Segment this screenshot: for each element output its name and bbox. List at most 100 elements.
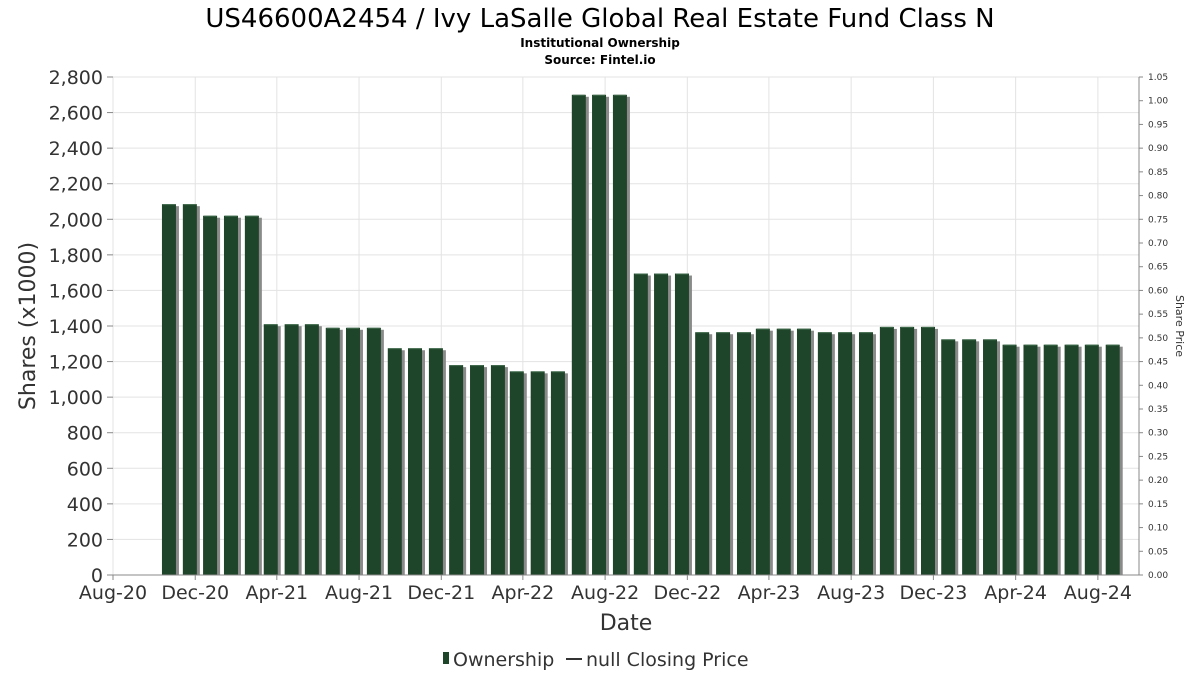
y2-axis-label: Share Price	[1173, 295, 1186, 357]
bar	[1105, 344, 1120, 575]
bar	[304, 324, 319, 575]
bar	[509, 371, 524, 575]
bar	[1023, 344, 1038, 575]
y-tick-label: 400	[67, 494, 103, 516]
chart-title: US46600A2454 / Ivy LaSalle Global Real E…	[205, 4, 994, 34]
bar	[428, 348, 443, 575]
chart-source: Source: Fintel.io	[544, 53, 655, 67]
bar	[449, 365, 464, 575]
bar	[470, 365, 485, 575]
bar	[530, 371, 545, 575]
bar	[284, 324, 299, 575]
bar	[817, 332, 832, 575]
x-tick-label: Apr-24	[984, 582, 1047, 604]
bar	[941, 339, 956, 575]
legend-closing-price-label: null Closing Price	[586, 649, 749, 671]
bar	[592, 94, 607, 576]
y-axis-label: Shares (x1000)	[16, 242, 41, 410]
bars	[161, 94, 1123, 576]
y-tick-label: 800	[67, 423, 103, 445]
bar	[838, 332, 853, 575]
y-tick-label: 1,000	[49, 387, 103, 409]
y2-tick-label: 1.05	[1148, 73, 1168, 83]
bar	[203, 215, 218, 575]
bar	[962, 339, 977, 575]
bar	[674, 273, 689, 575]
bar	[263, 324, 278, 575]
y-tick-label: 2,400	[49, 138, 103, 160]
bar	[550, 371, 565, 575]
bar	[776, 328, 791, 575]
bar	[182, 204, 197, 576]
y2-tick-label: 0.00	[1148, 571, 1168, 581]
y2-tick-label: 0.10	[1148, 524, 1168, 534]
y-axis: 0 200 400 600 800 1,000 1,200 1,400 1,600 1,800 2,…	[49, 67, 113, 587]
y2-tick-label: 0.05	[1148, 547, 1168, 557]
bar	[325, 327, 340, 575]
x-tick-label: Dec-23	[899, 582, 967, 604]
bar	[900, 326, 915, 575]
y2-tick-label: 0.80	[1148, 192, 1168, 202]
bar	[654, 273, 669, 575]
y2-tick-label: 0.85	[1148, 168, 1168, 178]
y2-tick-label: 0.15	[1148, 500, 1168, 510]
x-axis-label: Date	[600, 611, 653, 636]
bar	[612, 94, 627, 576]
bar	[571, 94, 586, 576]
bar	[921, 326, 936, 575]
x-axis: Aug-20 Dec-20 Apr-21 Aug-21 Dec-21 Apr-22 Aug-…	[79, 575, 1132, 604]
bar	[736, 332, 751, 575]
legend: Ownership null Closing Price	[443, 649, 749, 671]
x-tick-label: Dec-22	[653, 582, 721, 604]
y2-tick-label: 0.90	[1148, 144, 1168, 154]
y2-tick-label: 0.70	[1148, 239, 1168, 249]
bar	[796, 328, 811, 575]
x-tick-label: Aug-20	[79, 582, 147, 604]
y2-tick-label: 1.00	[1148, 97, 1168, 107]
bar	[490, 365, 505, 575]
y2-tick-label: 0.50	[1148, 334, 1168, 344]
y2-tick-label: 0.45	[1148, 358, 1168, 368]
y2-tick-label: 0.75	[1148, 215, 1168, 225]
bar	[858, 332, 873, 575]
bar	[983, 339, 998, 575]
y2-tick-label: 0.65	[1148, 263, 1168, 273]
bar	[345, 327, 360, 575]
y2-tick-label: 0.55	[1148, 310, 1168, 320]
bar	[695, 332, 710, 575]
y-tick-label: 1,600	[49, 280, 103, 302]
y-tick-label: 2,600	[49, 103, 103, 125]
y-tick-label: 600	[67, 458, 103, 480]
y-tick-label: 0	[91, 565, 103, 587]
x-tick-label: Aug-21	[325, 582, 393, 604]
x-tick-label: Apr-23	[738, 582, 801, 604]
bar	[244, 215, 259, 575]
bar	[633, 273, 648, 575]
bar	[366, 327, 381, 575]
bar	[716, 332, 731, 575]
bar	[408, 348, 423, 575]
y2-tick-label: 0.30	[1148, 429, 1168, 439]
bar	[223, 215, 238, 575]
x-tick-label: Aug-22	[571, 582, 639, 604]
y2-tick-label: 0.60	[1148, 286, 1168, 296]
y-tick-label: 200	[67, 529, 103, 551]
y-tick-label: 2,000	[49, 209, 103, 231]
bar	[755, 328, 770, 575]
bar	[161, 204, 176, 576]
x-tick-label: Apr-22	[492, 582, 555, 604]
bar	[879, 326, 894, 575]
y2-tick-label: 0.40	[1148, 381, 1168, 391]
y2-tick-label: 0.95	[1148, 120, 1168, 130]
bar	[387, 348, 402, 575]
y-tick-label: 1,800	[49, 245, 103, 267]
bar	[1064, 344, 1079, 575]
y-tick-label: 2,800	[49, 67, 103, 89]
y-tick-label: 2,200	[49, 174, 103, 196]
bar	[1002, 344, 1017, 575]
x-tick-label: Dec-20	[161, 582, 229, 604]
y-tick-label: 1,400	[49, 316, 103, 338]
y2-tick-label: 0.25	[1148, 452, 1168, 462]
x-tick-label: Apr-21	[245, 582, 308, 604]
